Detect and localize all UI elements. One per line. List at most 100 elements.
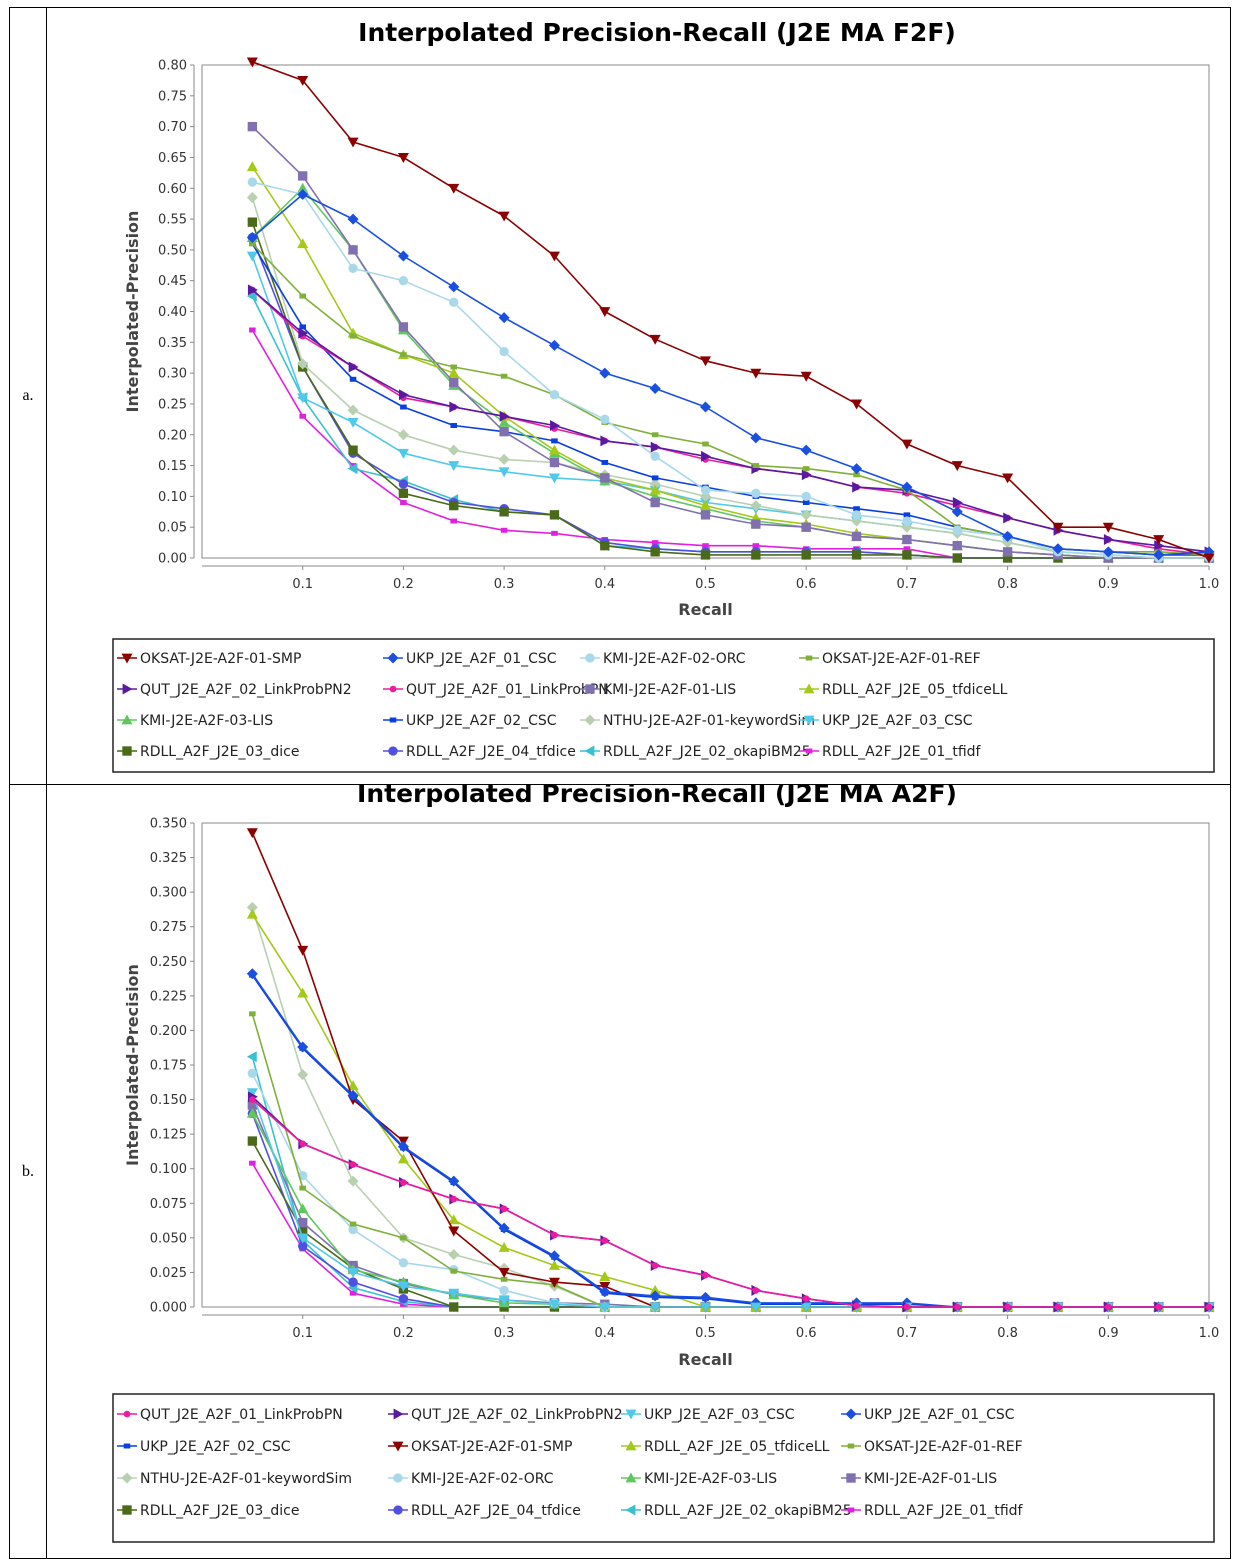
legend-label: RDLL_A2F_J2E_02_okapiBM25 bbox=[603, 744, 811, 760]
data-point bbox=[398, 479, 409, 489]
y-tick-label: 0.000 bbox=[150, 1301, 187, 1316]
data-point bbox=[599, 1286, 611, 1298]
legend-marker bbox=[845, 1408, 857, 1420]
x-tick-label: 0.6 bbox=[796, 577, 817, 592]
data-point bbox=[448, 281, 460, 293]
data-point bbox=[498, 1242, 510, 1252]
y-tick-label: 0.15 bbox=[158, 459, 187, 474]
data-point bbox=[750, 432, 762, 444]
data-point bbox=[249, 241, 256, 247]
legend-item: OKSAT-J2E-A2F-01-REF bbox=[841, 1439, 1023, 1455]
data-point bbox=[651, 540, 659, 546]
data-point bbox=[1203, 553, 1215, 564]
data-point bbox=[851, 463, 863, 475]
data-point bbox=[498, 1295, 510, 1306]
x-tick-label: 0.4 bbox=[594, 577, 615, 592]
row-label-a: a. bbox=[9, 7, 47, 785]
legend-marker bbox=[803, 683, 815, 694]
legend-item: UKP_J2E_A2F_02_CSC bbox=[117, 1439, 291, 1455]
y-tick-label: 0.50 bbox=[158, 243, 187, 258]
data-point bbox=[297, 945, 309, 956]
data-point bbox=[600, 473, 610, 483]
legend-label: NTHU-J2E-A2F-01-keywordSim bbox=[603, 713, 815, 729]
x-tick-label: 0.7 bbox=[897, 1326, 918, 1341]
y-tick-label: 0.250 bbox=[150, 955, 187, 970]
data-point bbox=[246, 57, 258, 68]
data-point bbox=[601, 460, 609, 465]
legend-label: OKSAT-J2E-A2F-01-SMP bbox=[140, 651, 301, 667]
data-point bbox=[246, 290, 257, 302]
data-point bbox=[649, 1290, 661, 1302]
data-point bbox=[549, 510, 560, 520]
x-tick-label: 0.8 bbox=[997, 1326, 1018, 1341]
data-point bbox=[349, 376, 357, 382]
data-point bbox=[347, 1175, 359, 1187]
series-line bbox=[251, 126, 1209, 559]
data-point bbox=[397, 429, 409, 441]
data-point bbox=[702, 1271, 709, 1279]
data-point bbox=[902, 550, 912, 560]
legend-label: KMI-J2E-A2F-03-LIS bbox=[140, 713, 273, 729]
legend-label: QUT_J2E_A2F_02_LinkProbPN2 bbox=[140, 682, 352, 698]
legend-label: RDLL_A2F_J2E_01_tfidf bbox=[864, 1503, 1024, 1519]
data-point bbox=[903, 512, 911, 518]
plot-area bbox=[201, 822, 1210, 1308]
data-point bbox=[499, 507, 509, 517]
data-point bbox=[348, 361, 359, 373]
x-tick-label: 0.6 bbox=[796, 1326, 817, 1341]
data-point bbox=[901, 439, 913, 450]
data-point bbox=[299, 1185, 306, 1191]
y-tick-label: 0.45 bbox=[158, 274, 187, 289]
data-point bbox=[500, 527, 508, 533]
data-point bbox=[347, 463, 358, 475]
data-point bbox=[801, 522, 811, 532]
legend-label: RDLL_A2F_J2E_03_dice bbox=[140, 744, 299, 760]
data-point bbox=[246, 161, 258, 172]
x-tick-label: 0.9 bbox=[1098, 1326, 1119, 1341]
y-tick-label: 0.025 bbox=[150, 1266, 187, 1281]
data-point bbox=[599, 1302, 611, 1313]
legend-item: UKP_J2E_A2F_03_CSC bbox=[621, 1407, 795, 1423]
data-point bbox=[347, 1268, 359, 1278]
data-point bbox=[1105, 1303, 1112, 1311]
x-tick-label: 0.2 bbox=[393, 1326, 414, 1341]
y-tick-label: 0.75 bbox=[158, 89, 187, 104]
data-point bbox=[247, 284, 258, 296]
chart-a: Interpolated Precision-Recall (J2E MA F2… bbox=[112, 18, 1219, 773]
data-point bbox=[348, 1224, 358, 1235]
data-point bbox=[349, 463, 357, 469]
data-point bbox=[246, 1051, 257, 1063]
data-point bbox=[397, 153, 409, 163]
data-point bbox=[297, 1069, 309, 1081]
data-point bbox=[297, 393, 309, 404]
legend-marker bbox=[123, 1443, 131, 1449]
x-tick-label: 0.1 bbox=[292, 1326, 313, 1341]
data-point bbox=[397, 250, 409, 262]
row-label-b: b. bbox=[9, 784, 47, 1559]
data-point bbox=[298, 327, 309, 339]
legend-item: UKP_J2E_A2F_02_CSC bbox=[383, 713, 557, 729]
y-tick-label: 0.00 bbox=[158, 552, 187, 567]
data-point bbox=[448, 461, 460, 472]
data-point bbox=[902, 534, 912, 545]
legend-marker bbox=[123, 1410, 131, 1418]
legend-label: OKSAT-J2E-A2F-01-REF bbox=[822, 651, 981, 667]
y-tick-label: 0.05 bbox=[158, 521, 187, 536]
x-axis-label: Recall bbox=[678, 600, 732, 619]
x-tick-label: 0.3 bbox=[494, 577, 515, 592]
data-point bbox=[249, 327, 256, 333]
data-point bbox=[750, 1302, 762, 1313]
legend-label: QUT_J2E_A2F_01_LinkProbPN bbox=[140, 1407, 343, 1423]
x-tick-label: 0.5 bbox=[695, 577, 716, 592]
data-point bbox=[599, 307, 611, 317]
legend-marker bbox=[122, 746, 132, 756]
data-point bbox=[448, 183, 460, 194]
data-point bbox=[1103, 534, 1114, 546]
legend-item: RDLL_A2F_J2E_03_dice bbox=[117, 744, 299, 760]
data-point bbox=[347, 418, 359, 428]
data-point bbox=[347, 1089, 359, 1101]
y-tick-label: 0.10 bbox=[158, 490, 187, 505]
legend-marker bbox=[389, 717, 397, 723]
chart-title: Interpolated Precision-Recall (J2E MA F2… bbox=[358, 18, 956, 47]
data-point bbox=[952, 497, 963, 509]
